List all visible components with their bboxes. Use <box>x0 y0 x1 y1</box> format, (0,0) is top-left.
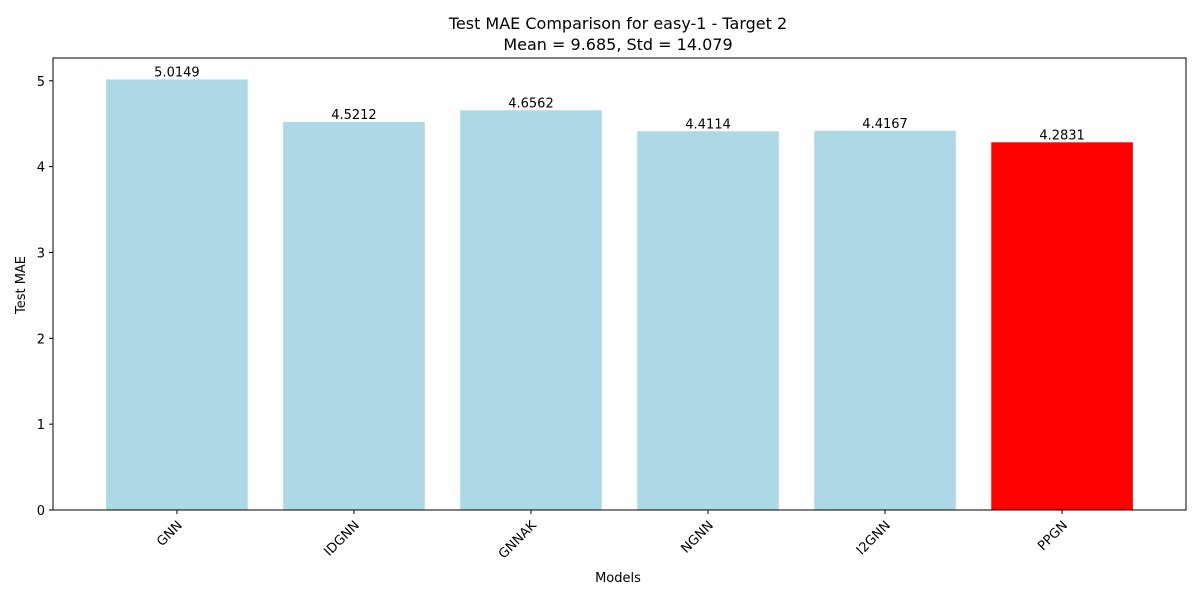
y-tick-label-5: 5 <box>37 75 45 90</box>
x-axis-label: Models <box>595 571 641 586</box>
data-label-idgnn: 4.5212 <box>331 108 377 123</box>
data-label-gnn: 5.0149 <box>154 65 200 80</box>
y-axis: 0 1 2 3 4 5 <box>37 75 53 519</box>
bar-i2gnn <box>814 130 956 510</box>
data-label-ngnn: 4.4114 <box>685 117 731 132</box>
chart-subtitle: Mean = 9.685, Std = 14.079 <box>503 35 732 54</box>
data-label-gnnak: 4.6562 <box>508 96 554 111</box>
y-tick-label-3: 3 <box>37 246 45 261</box>
bar-ngnn <box>637 131 779 510</box>
y-tick-label-2: 2 <box>37 332 45 347</box>
bar-ppgn <box>991 142 1133 510</box>
bar-gnn <box>106 79 248 510</box>
y-axis-label: Test MAE <box>14 256 29 315</box>
value-labels-group: 5.0149 4.5212 4.6562 4.4114 4.4167 4.2831 <box>154 65 1085 143</box>
bar-idgnn <box>283 121 425 510</box>
y-tick-label-4: 4 <box>37 161 45 176</box>
x-tick-label-gnnak: GNNAK <box>496 518 540 562</box>
x-tick-label-i2gnn: I2GNN <box>854 518 894 558</box>
x-tick-label-idgnn: IDGNN <box>322 518 363 559</box>
x-tick-label-ngnn: NGNN <box>678 518 716 556</box>
x-axis: GNN IDGNN GNNAK NGNN I2GNN PPGN <box>154 510 1071 562</box>
plot-frame <box>52 57 1187 511</box>
y-tick-label-0: 0 <box>37 504 45 519</box>
bars-group <box>106 79 1133 511</box>
data-label-ppgn: 4.2831 <box>1039 128 1085 143</box>
data-label-i2gnn: 4.4167 <box>862 117 908 132</box>
bar-gnnak <box>460 110 602 511</box>
x-tick-label-ppgn: PPGN <box>1035 518 1071 554</box>
x-tick-label-gnn: GNN <box>154 518 185 549</box>
y-tick-label-1: 1 <box>37 418 45 433</box>
chart-title: Test MAE Comparison for easy-1 - Target … <box>448 14 787 33</box>
